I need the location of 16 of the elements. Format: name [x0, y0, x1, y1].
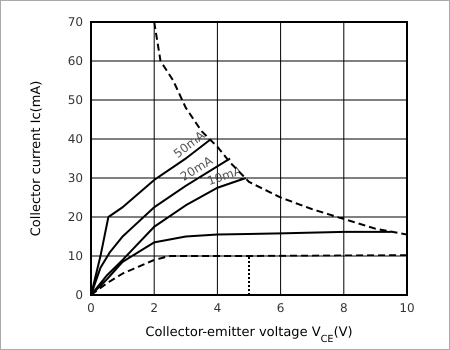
y-tick-label: 30 — [68, 171, 83, 185]
y-axis-title: Collector current Ic(mA) — [29, 80, 44, 236]
y-tick-label: 70 — [68, 15, 83, 29]
x-tick-label: 8 — [340, 301, 348, 315]
y-tick-label: 20 — [68, 210, 83, 224]
x-tick-label: 6 — [276, 301, 284, 315]
y-tick-label: 10 — [68, 249, 83, 263]
x-axis-title: Collector-emitter voltage V$_{CE}$(V) — [145, 325, 353, 344]
x-tick-label: 2 — [150, 301, 158, 315]
x-tick-label: 0 — [87, 301, 95, 315]
x-tick-label: 4 — [214, 301, 222, 315]
y-tick-label: 0 — [75, 288, 83, 302]
x-tick-label: 10 — [399, 301, 415, 315]
y-tick-label: 60 — [68, 54, 83, 68]
y-tick-label: 50 — [68, 93, 83, 107]
y-tick-label: 40 — [68, 132, 83, 146]
